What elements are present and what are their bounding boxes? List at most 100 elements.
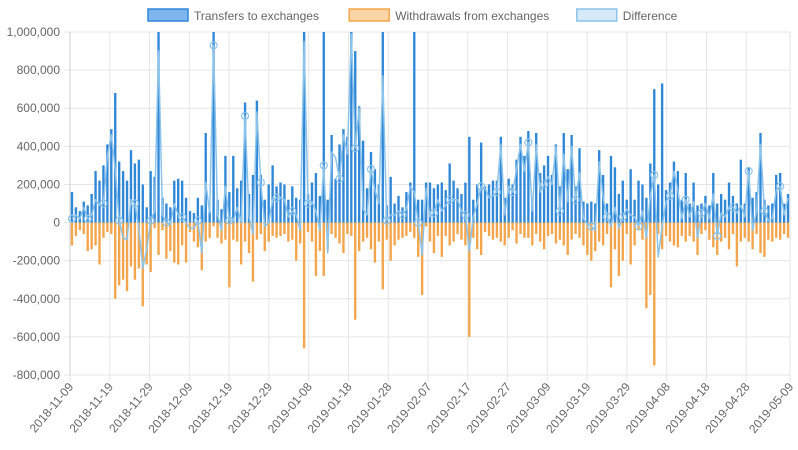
transfer-bar xyxy=(259,174,262,223)
transfer-bar xyxy=(318,195,322,223)
transfer-bar xyxy=(562,132,565,223)
withdrawal-bar xyxy=(98,222,101,265)
transfer-bar xyxy=(220,209,223,223)
difference-point xyxy=(319,161,328,170)
difference-series xyxy=(67,33,789,270)
withdrawal-bar xyxy=(503,222,506,246)
transfer-bar xyxy=(389,176,392,223)
withdrawal-bar xyxy=(149,222,152,273)
withdrawal-bar xyxy=(298,222,302,244)
transfer-bar xyxy=(519,136,522,223)
withdrawal-bar xyxy=(180,222,184,246)
transfer-bar xyxy=(137,159,141,223)
withdrawal-bar xyxy=(137,222,141,269)
withdrawal-bar xyxy=(680,222,683,236)
legend: Transfers to exchanges Withdrawals from e… xyxy=(147,8,678,23)
withdrawal-bar xyxy=(554,222,558,244)
legend-swatch xyxy=(348,8,390,22)
withdrawal-bar xyxy=(468,222,471,337)
y-tick-label: 200,000 xyxy=(17,177,61,191)
transfer-bar xyxy=(165,203,168,223)
transfer-bar xyxy=(633,199,636,223)
transfer-bar xyxy=(778,173,782,223)
withdrawal-bar xyxy=(590,222,593,261)
difference-point xyxy=(382,216,391,225)
withdrawal-bar xyxy=(361,222,365,242)
difference-point xyxy=(130,199,140,208)
transfer-bar xyxy=(420,199,424,223)
transfer-bar xyxy=(448,163,451,223)
transfer-bar xyxy=(641,184,644,223)
withdrawal-bar xyxy=(216,222,219,238)
withdrawal-bar xyxy=(220,222,223,244)
difference-point xyxy=(146,216,155,225)
withdrawal-bar xyxy=(483,222,487,233)
transfer-bar xyxy=(436,184,440,223)
transfer-bar xyxy=(125,180,129,223)
withdrawal-bar xyxy=(617,222,621,276)
withdrawal-bar xyxy=(74,222,78,236)
withdrawal-bar xyxy=(598,222,601,242)
difference-point xyxy=(681,195,690,204)
withdrawal-bar xyxy=(664,222,668,236)
withdrawal-bar xyxy=(102,222,105,238)
transfer-bar xyxy=(369,152,373,223)
withdrawal-bar xyxy=(601,222,605,246)
difference-point xyxy=(760,207,769,216)
transfer-bar xyxy=(94,171,97,223)
withdrawal-bar xyxy=(228,222,231,288)
transfer-bar xyxy=(212,32,215,223)
withdrawal-bar xyxy=(495,222,499,238)
transfer-bar xyxy=(460,193,463,223)
withdrawal-bar xyxy=(472,222,475,238)
transfer-bar xyxy=(192,213,196,223)
withdrawal-bar xyxy=(672,222,676,246)
withdrawal-bar xyxy=(586,222,589,255)
x-axis: 2018-11-092018-11-192018-11-292018-12-09… xyxy=(27,380,797,436)
transfer-bar xyxy=(511,184,514,223)
withdrawal-bar xyxy=(786,222,790,238)
transfer-bar xyxy=(184,197,188,223)
transfer-bar xyxy=(464,182,467,223)
transfer-bar xyxy=(751,197,754,223)
withdrawal-bar xyxy=(295,222,298,261)
transfer-bar xyxy=(346,136,349,223)
difference-point xyxy=(492,187,501,197)
withdrawal-bar xyxy=(275,222,278,238)
transfer-bar xyxy=(129,150,133,223)
withdrawal-bar xyxy=(314,222,318,276)
difference-point xyxy=(162,218,171,227)
withdrawal-bar xyxy=(82,222,85,234)
withdrawal-bar xyxy=(645,222,648,309)
transfer-bar xyxy=(657,184,660,223)
transfer-bar xyxy=(397,195,400,223)
withdrawal-bar xyxy=(413,222,416,238)
withdrawal-bar xyxy=(708,222,711,240)
withdrawal-bar xyxy=(476,222,479,250)
withdrawal-bar xyxy=(169,222,172,252)
transfer-bar xyxy=(267,184,270,223)
withdrawal-bar xyxy=(239,222,243,265)
difference-point xyxy=(115,216,124,225)
withdrawal-bar xyxy=(775,222,778,238)
withdrawal-bar xyxy=(558,222,562,240)
transfer-bar xyxy=(542,165,546,223)
withdrawal-bar xyxy=(778,222,782,240)
legend-label: Withdrawals from exchanges xyxy=(395,9,549,23)
withdrawal-bar xyxy=(684,222,687,242)
withdrawal-bar xyxy=(358,222,361,252)
withdrawal-bar xyxy=(542,222,546,250)
transfer-bar xyxy=(86,205,89,223)
transfer-bar xyxy=(373,169,377,223)
transfer-bar xyxy=(228,192,231,223)
transfer-bar xyxy=(432,188,436,223)
withdrawal-bar xyxy=(767,222,770,240)
withdrawal-bar xyxy=(145,222,148,265)
transfer-bar xyxy=(523,155,526,223)
transfer-bar xyxy=(668,182,672,223)
transfer-bar xyxy=(617,193,621,223)
difference-point xyxy=(193,216,202,225)
transfer-bar xyxy=(637,180,640,223)
difference-point xyxy=(209,41,218,50)
withdrawal-bar xyxy=(444,222,447,236)
